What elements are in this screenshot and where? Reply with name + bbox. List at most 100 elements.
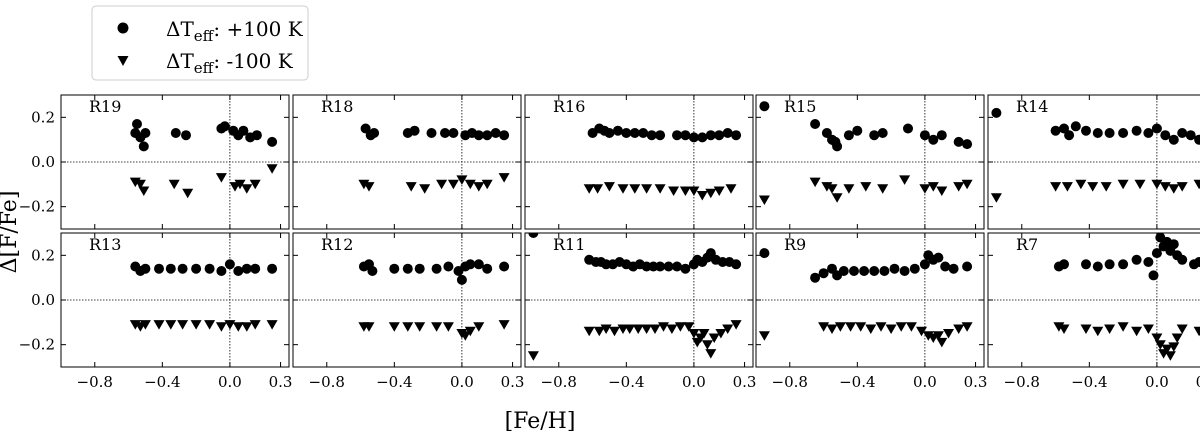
- point-minus: [405, 182, 417, 192]
- point-plus: [646, 130, 657, 141]
- point-plus: [838, 266, 849, 276]
- x-tick-label: −0.8: [772, 373, 808, 391]
- point-minus: [1061, 182, 1073, 192]
- point-minus: [593, 326, 605, 337]
- point-minus: [905, 322, 917, 332]
- y-axis-label: Δ[F/Fe]: [0, 191, 22, 274]
- panel-label: R13: [89, 235, 121, 254]
- point-minus: [875, 322, 887, 332]
- legend: ΔTeff: +100 K ΔTeff: -100 K: [91, 5, 309, 81]
- x-tick-label: −0.8: [309, 373, 345, 391]
- point-plus: [849, 266, 859, 276]
- point-minus: [1161, 344, 1173, 355]
- point-plus: [879, 266, 890, 276]
- point-minus: [215, 322, 227, 332]
- point-plus: [1168, 239, 1179, 250]
- point-minus: [583, 184, 595, 194]
- panel-points: [358, 123, 510, 194]
- point-minus: [641, 324, 653, 334]
- point-plus: [154, 263, 164, 274]
- point-plus: [688, 132, 699, 143]
- point-minus: [464, 179, 476, 190]
- x-tick-label: 0.0: [913, 373, 937, 391]
- x-tick-label: −0.4: [376, 373, 412, 391]
- point-plus: [1151, 123, 1162, 134]
- point-plus: [1194, 257, 1200, 267]
- point-minus: [603, 182, 615, 192]
- point-plus: [490, 128, 501, 138]
- point-plus: [991, 107, 1002, 118]
- point-minus: [363, 322, 375, 332]
- point-plus: [680, 130, 691, 141]
- panel-points: [358, 259, 510, 341]
- point-minus: [758, 195, 770, 205]
- point-plus: [1118, 259, 1129, 270]
- point-minus: [688, 186, 700, 196]
- x-tick-label: 0.0: [682, 373, 706, 391]
- point-plus: [1194, 134, 1200, 145]
- point-minus: [758, 331, 770, 341]
- point-plus: [1118, 128, 1129, 138]
- point-plus: [903, 123, 913, 134]
- point-plus: [859, 266, 870, 276]
- panel-r14: R14: [987, 94, 1200, 230]
- point-plus: [1070, 121, 1081, 132]
- point-plus: [409, 125, 420, 136]
- point-minus: [473, 322, 485, 332]
- point-minus: [1193, 179, 1200, 190]
- point-plus: [1104, 128, 1115, 138]
- point-minus: [658, 322, 669, 332]
- panel-points: [758, 101, 973, 205]
- point-plus: [1064, 130, 1075, 141]
- point-plus: [759, 248, 770, 259]
- panel-label: R19: [89, 97, 121, 116]
- point-minus: [696, 191, 708, 201]
- point-minus: [629, 184, 641, 194]
- panel-r9: −0.8 −0.4 0.0 0.3 R9: [755, 232, 988, 391]
- point-minus: [1134, 179, 1146, 190]
- point-minus: [932, 331, 944, 341]
- point-minus: [1151, 179, 1163, 190]
- point-minus: [701, 340, 713, 350]
- point-minus: [895, 322, 907, 332]
- point-plus: [604, 128, 615, 138]
- y-tick-label: −0.2: [19, 336, 55, 354]
- point-minus: [609, 326, 620, 337]
- point-plus: [499, 130, 510, 141]
- point-plus: [241, 263, 252, 274]
- x-tick-label: 0.3: [501, 373, 525, 391]
- point-minus: [215, 173, 227, 183]
- point-plus: [233, 266, 244, 276]
- point-minus: [961, 179, 973, 190]
- panel-points: [990, 107, 1200, 203]
- x-tick-label: 0.0: [450, 373, 474, 391]
- point-minus: [456, 175, 468, 185]
- x-tick-label: −0.4: [608, 373, 644, 391]
- point-plus: [440, 128, 450, 138]
- point-minus: [666, 324, 678, 334]
- point-minus: [234, 179, 246, 190]
- point-minus: [809, 177, 821, 188]
- point-plus: [1059, 259, 1069, 270]
- legend-triangle-marker: [117, 56, 129, 66]
- point-minus: [826, 184, 838, 194]
- x-tick-label: 0.3: [964, 373, 988, 391]
- panel-label: R15: [784, 97, 816, 116]
- point-minus: [668, 186, 680, 196]
- point-minus: [527, 351, 539, 361]
- point-minus: [617, 184, 629, 194]
- point-minus: [419, 184, 431, 194]
- point-plus: [889, 263, 900, 274]
- point-minus: [266, 320, 278, 330]
- point-plus: [663, 261, 674, 272]
- panel-r16: R16: [524, 94, 754, 230]
- point-plus: [818, 268, 829, 279]
- point-minus: [865, 324, 877, 334]
- point-minus: [266, 164, 278, 174]
- point-minus: [885, 324, 897, 334]
- point-plus: [899, 266, 910, 276]
- point-plus: [621, 128, 632, 138]
- point-minus: [1168, 184, 1180, 194]
- point-minus: [190, 320, 202, 330]
